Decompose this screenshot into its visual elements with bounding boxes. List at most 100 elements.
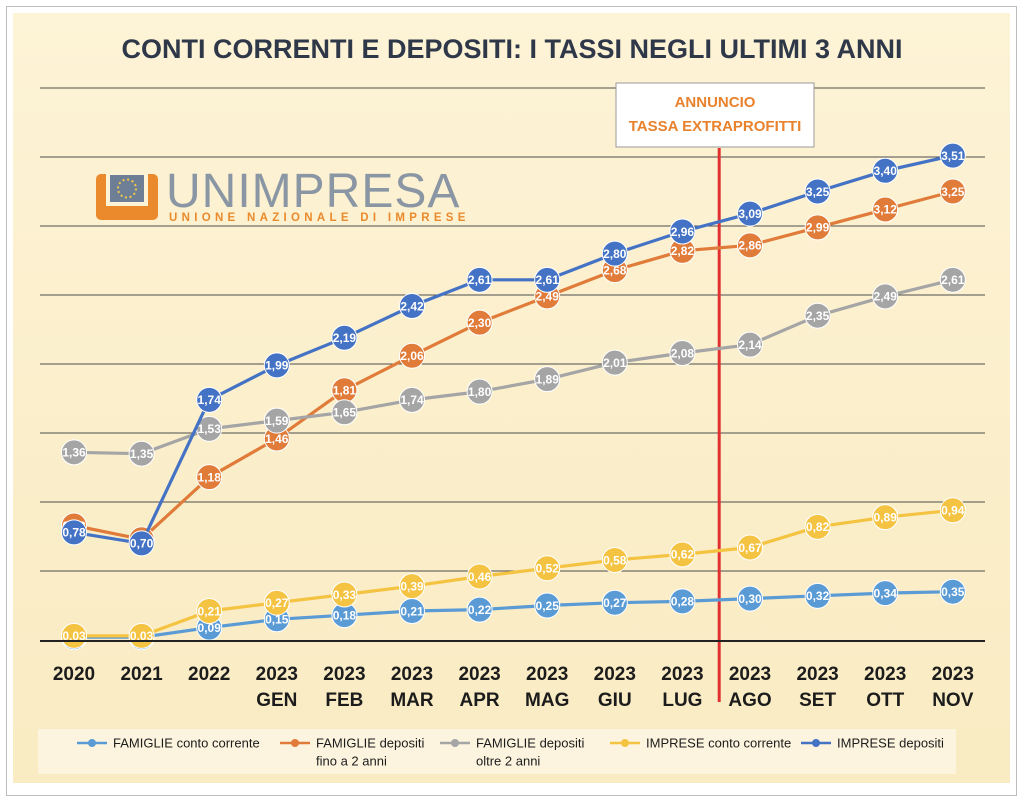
data-point (534, 366, 561, 393)
series-group: 0,03 0,03 0,21 0,27 0,33 0,39 0,46 0,52 0,58 0,62… (61, 497, 966, 649)
data-point (804, 302, 831, 329)
x-tick-line: 2023 (864, 664, 906, 685)
data-point (939, 178, 966, 205)
legend-label-line: FAMIGLIE depositi (476, 736, 584, 751)
x-tick-line: 2022 (188, 664, 230, 685)
data-point (601, 546, 628, 573)
data-label: 1,35 (130, 447, 154, 461)
logo-tagline: UNIONE NAZIONALE DI IMPRESE (169, 212, 470, 224)
data-point (669, 541, 696, 568)
data-point (872, 580, 899, 607)
data-label: 1,46 (265, 432, 289, 446)
data-point (399, 293, 425, 320)
legend-swatch-marker (291, 739, 299, 747)
data-point (804, 582, 831, 609)
data-label: 0,35 (941, 585, 965, 599)
legend-item: IMPRESE depositi (801, 736, 944, 751)
data-label: 2,80 (603, 247, 627, 261)
x-tick-label: 2023 APR (458, 664, 500, 711)
data-label: 0,46 (468, 570, 492, 584)
data-point (128, 530, 155, 557)
data-label: 3,09 (738, 207, 762, 221)
legend-swatch-marker (451, 739, 459, 747)
x-tick-line: 2021 (120, 664, 163, 685)
data-label: 0,18 (333, 608, 357, 622)
data-label: 2,19 (333, 331, 357, 345)
data-point (669, 339, 696, 366)
data-label: 2,14 (738, 338, 762, 352)
data-point (466, 309, 493, 336)
legend-label-line: FAMIGLIE conto corrente (113, 736, 260, 751)
data-point (737, 200, 763, 227)
data-label: 0,67 (738, 541, 762, 555)
data-label: 1,80 (468, 385, 492, 399)
legend-label-line: IMPRESE depositi (837, 736, 944, 751)
data-label: 2,01 (603, 356, 627, 370)
x-tick-line: 2023 (256, 664, 298, 685)
x-tick-label: 2023 SET (796, 664, 838, 711)
x-tick-line: OTT (866, 690, 904, 711)
x-tick-line: GEN (256, 690, 297, 711)
data-label: 0,39 (400, 579, 424, 593)
x-tick-line: MAG (525, 690, 569, 711)
x-tick-line: AGO (728, 690, 771, 711)
data-point (61, 519, 87, 546)
data-point (534, 555, 561, 582)
legend-swatch-marker (621, 739, 629, 747)
unimpresa-logo: UNIMPRESA UNIONE NAZIONALE DI IMPRESE (96, 165, 470, 224)
data-point (331, 399, 358, 426)
x-tick-label: 2022 (188, 664, 230, 685)
legend-item: IMPRESE conto corrente (610, 736, 791, 751)
data-point (737, 534, 763, 561)
data-point (737, 232, 763, 259)
chart-title: CONTI CORRENTI E DEPOSITI: I TASSI NEGLI… (121, 34, 902, 64)
data-point (939, 578, 966, 605)
data-point (669, 588, 696, 615)
x-tick-line: FEB (325, 690, 363, 711)
legend-label-line: oltre 2 anni (476, 754, 540, 769)
data-point (534, 592, 561, 619)
data-label: 2,06 (400, 349, 424, 363)
data-point (128, 622, 155, 649)
x-tick-line: APR (460, 690, 500, 711)
data-label: 3,25 (941, 185, 965, 199)
data-point (669, 218, 696, 245)
data-label: 2,68 (603, 263, 627, 277)
data-label: 0,70 (130, 537, 154, 551)
data-label: 3,12 (874, 203, 898, 217)
x-tick-line: LUG (662, 690, 702, 711)
data-point (601, 240, 628, 267)
data-point (737, 331, 763, 358)
series-group: 0,78 0,70 1,74 1,99 2,19 2,42 2,61 2,61 2,80 2,96… (61, 142, 966, 557)
data-point (61, 622, 87, 649)
data-label: 0,03 (62, 629, 86, 643)
data-point (466, 596, 493, 623)
data-point (196, 598, 223, 625)
data-point (737, 585, 763, 612)
data-label: 0,28 (671, 595, 695, 609)
data-label: 2,49 (874, 290, 898, 304)
data-label: 0,62 (671, 548, 695, 562)
data-point (196, 464, 223, 491)
data-point (804, 214, 831, 241)
data-label: 0,89 (874, 510, 898, 524)
annotation-line-2: TASSA EXTRAPROFITTI (629, 118, 802, 135)
data-label: 3,25 (806, 185, 830, 199)
series-layer: 0,09 0,15 0,18 0,21 0,22 0,25 0,27 0,28 0,30 0,32… (61, 142, 966, 651)
x-tick-line: 2020 (53, 664, 95, 685)
data-label: 0,82 (806, 520, 830, 534)
x-tick-label: 2023 OTT (864, 664, 906, 711)
data-label: 2,99 (806, 221, 830, 235)
data-point (466, 378, 493, 405)
data-label: 2,96 (671, 225, 695, 239)
data-point (331, 581, 358, 608)
data-label: 1,81 (333, 384, 357, 398)
data-point (263, 352, 290, 379)
legend-label: FAMIGLIE depositi oltre 2 anni (476, 736, 584, 769)
data-label: 1,65 (333, 406, 357, 420)
data-point (61, 439, 87, 466)
data-label: 1,36 (62, 446, 86, 460)
data-label: 0,30 (738, 592, 762, 606)
plot-background (13, 13, 1010, 783)
data-point (601, 589, 628, 616)
